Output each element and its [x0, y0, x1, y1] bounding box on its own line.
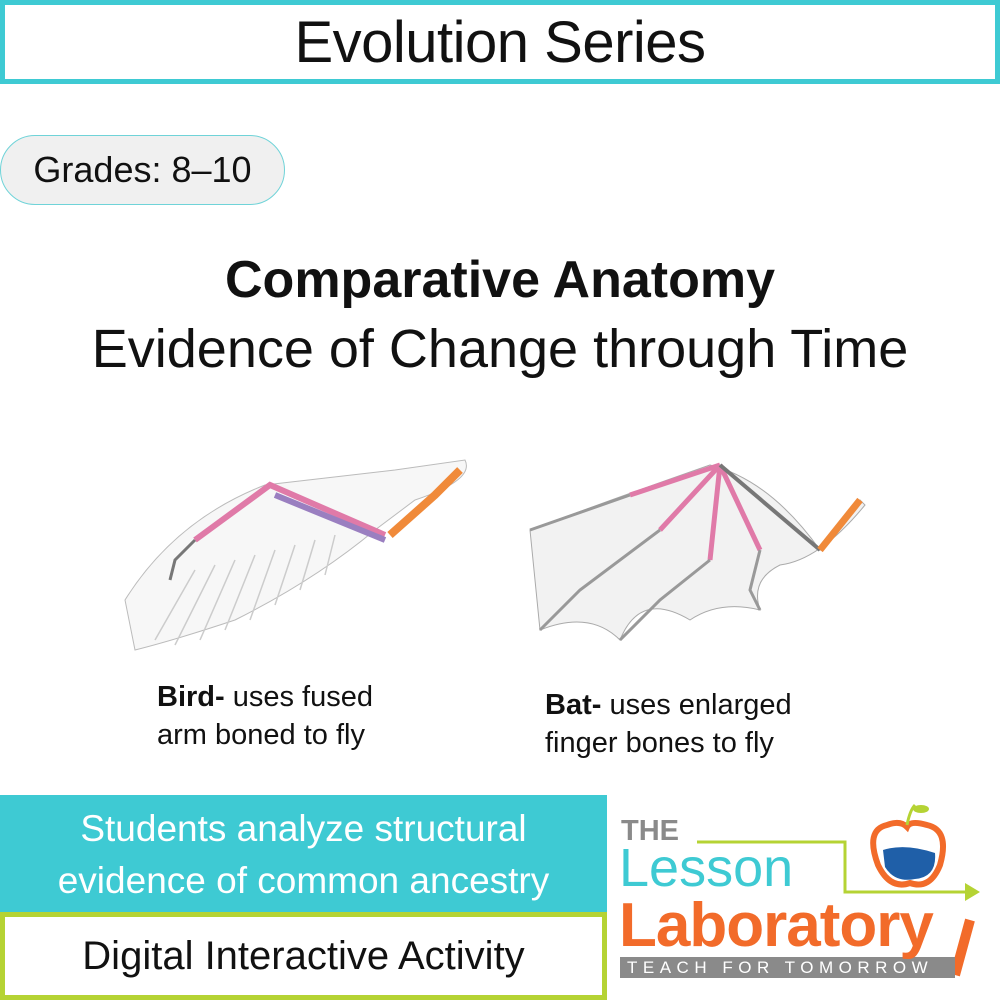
lesson-laboratory-logo: THE Lesson Laboratory TEACH FOR TOMORROW — [615, 795, 1000, 1000]
summary-line-2: evidence of common ancestry — [57, 860, 550, 901]
series-header: Evolution Series — [0, 0, 1000, 84]
bird-caption: Bird- uses fused arm boned to fly — [157, 678, 373, 754]
logo-tagline: TEACH FOR TOMORROW — [627, 958, 934, 977]
page-subtitle: Evidence of Change through Time — [91, 319, 909, 379]
activity-label: Digital Interactive Activity — [82, 933, 525, 978]
logo-graphics — [620, 803, 980, 978]
summary-banner: Students analyze structural evidence of … — [0, 795, 607, 913]
series-title: Evolution Series — [294, 9, 706, 75]
bat-desc-1: uses enlarged — [601, 689, 792, 721]
bird-desc-2: arm boned to fly — [157, 719, 365, 751]
grades-badge: Grades: 8–10 — [0, 135, 285, 205]
summary-line-1: Students analyze structural — [80, 808, 527, 849]
bird-label: Bird- — [157, 681, 225, 713]
logo-lesson: Lesson — [619, 838, 794, 898]
bat-label: Bat- — [545, 689, 602, 721]
bat-desc-2: finger bones to fly — [545, 727, 774, 759]
grades-label: Grades: 8–10 — [33, 149, 252, 190]
bird-desc-1: uses fused — [224, 681, 373, 713]
bird-wing-illustration — [124, 459, 467, 651]
bat-caption: Bat- uses enlarged finger bones to fly — [545, 686, 792, 762]
bat-wing-illustration — [529, 462, 866, 642]
logo-the: THE — [621, 815, 679, 847]
activity-box: Digital Interactive Activity — [0, 912, 607, 1000]
page-title: Comparative Anatomy — [225, 251, 775, 309]
logo-laboratory: Laboratory — [619, 891, 934, 960]
